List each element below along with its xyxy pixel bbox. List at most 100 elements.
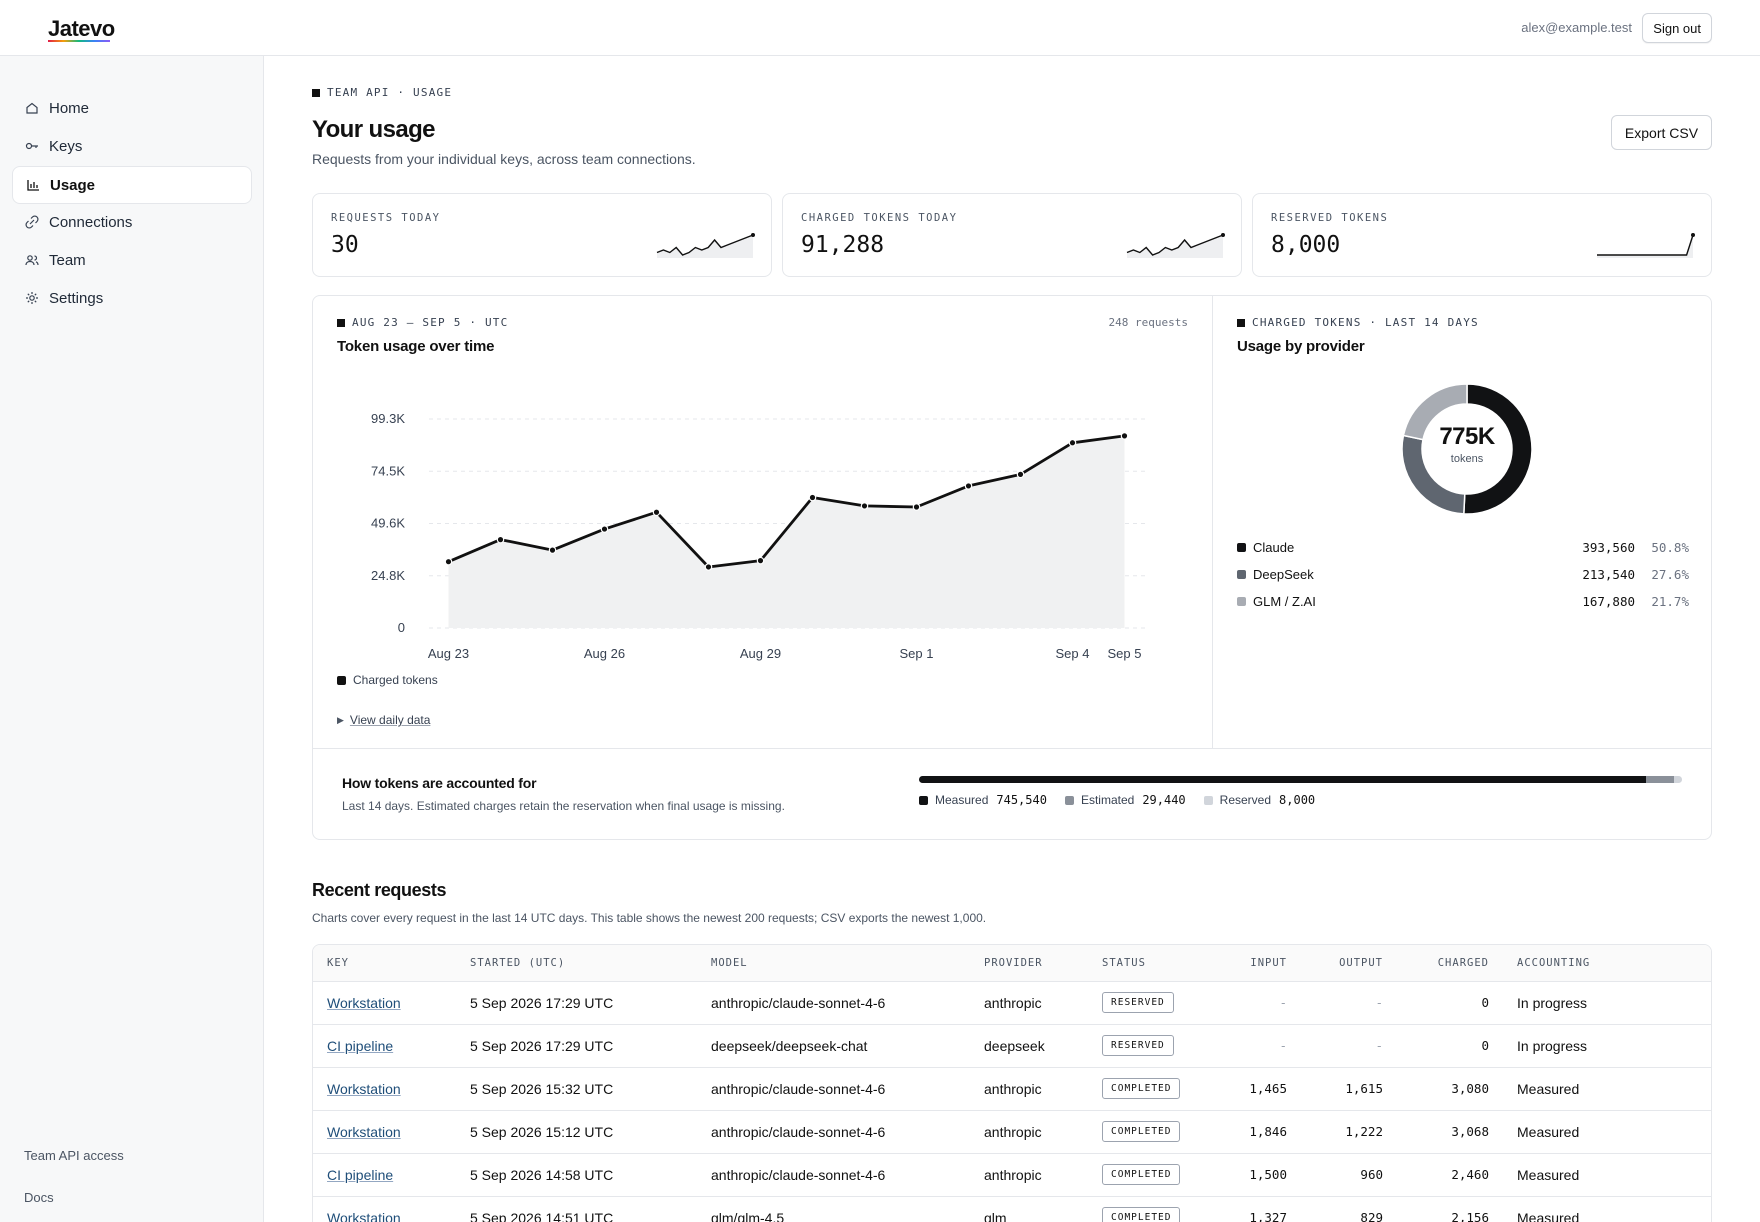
top-bar: Jatevo alex@example.test Sign out — [0, 0, 1760, 56]
square-icon — [337, 318, 345, 327]
export-csv-button[interactable]: Export CSV — [1611, 115, 1712, 150]
table-row[interactable]: Workstation 5 Sep 2026 15:32 UTC anthropic… — [313, 1067, 1711, 1111]
sidebar-item-connections[interactable]: Connections — [12, 204, 252, 240]
data-point[interactable] — [704, 563, 713, 571]
sparkline-line — [1597, 234, 1694, 256]
key-link[interactable]: Workstation — [327, 994, 401, 1011]
stat-value: 91,288 — [801, 232, 885, 258]
recent-requests-subtitle: Charts cover every request in the last 1… — [312, 911, 987, 925]
key-link[interactable]: Workstation — [327, 1209, 401, 1222]
accounting-legend-item: Reserved 8,000 — [1203, 793, 1315, 807]
chart-legend: Charged tokens — [337, 673, 438, 687]
column-header[interactable]: KEY — [313, 945, 456, 982]
data-point[interactable] — [860, 502, 869, 510]
sidebar-item-label: Keys — [49, 137, 83, 155]
provider-tokens: 167,880 — [1582, 594, 1635, 609]
accounting-legend-item: Measured 745,540 — [919, 793, 1047, 807]
token-usage-line-chart[interactable]: 0 24.8K 49.6K 74.5K 99.3K Aug 23 Aug 26 Aug 29 S… — [313, 376, 1213, 676]
table-row[interactable]: Workstation 5 Sep 2026 14:51 UTC glm/glm-4… — [313, 1196, 1711, 1222]
sidebar-item-team[interactable]: Team — [12, 242, 252, 278]
y-tick-label: 99.3K — [371, 411, 405, 426]
page-eyebrow-text: TEAM API · USAGE — [327, 86, 453, 99]
table-body: Workstation 5 Sep 2026 17:29 UTC anthropic… — [313, 981, 1711, 1222]
key-link[interactable]: CI pipeline — [327, 1166, 394, 1183]
sidebar-item-keys[interactable]: Keys — [12, 128, 252, 164]
column-header[interactable]: STATUS — [1088, 945, 1213, 982]
provider-tokens: 213,540 — [1582, 567, 1635, 582]
x-tick-label: Sep 1 — [900, 646, 934, 661]
cell-charged: 0 — [1397, 981, 1503, 1025]
cell-provider: glm — [970, 1196, 1088, 1222]
cell-model: deepseek/deepseek-chat — [697, 1024, 970, 1068]
logo-underline — [48, 40, 110, 42]
column-header[interactable]: MODEL — [697, 945, 970, 982]
key-link[interactable]: Workstation — [327, 1080, 401, 1097]
team-api-access-link[interactable]: Team API access — [24, 1148, 124, 1163]
bar-chart-icon — [27, 180, 39, 191]
cell-accounting: Measured — [1503, 1153, 1711, 1197]
cell-status: RESERVED — [1088, 981, 1213, 1025]
cell-started: 5 Sep 2026 14:51 UTC — [456, 1196, 697, 1222]
accounting-bar-segment — [1674, 776, 1682, 783]
table-row[interactable]: Workstation 5 Sep 2026 17:29 UTC anthropic… — [313, 981, 1711, 1025]
requests-table-wrapper: KEY STARTED (UTC) MODEL PROVIDER STATUS INPUT… — [312, 944, 1712, 1222]
provider-percent: 21.7% — [1651, 594, 1689, 609]
column-header[interactable]: ACCOUNTING — [1503, 945, 1711, 982]
column-header[interactable]: CHARGED — [1397, 945, 1503, 982]
sidebar-item-label: Connections — [49, 213, 133, 231]
sparkline-line — [656, 234, 754, 256]
data-point[interactable] — [496, 535, 505, 544]
sign-out-button[interactable]: Sign out — [1642, 13, 1712, 43]
donut-slice[interactable] — [1463, 383, 1533, 515]
cell-charged: 2,156 — [1397, 1196, 1503, 1222]
column-header[interactable]: PROVIDER — [970, 945, 1088, 982]
x-tick-label: Aug 23 — [428, 646, 469, 661]
legend-label: Measured — [935, 793, 989, 807]
data-point[interactable] — [1120, 432, 1129, 440]
provider-swatch — [1237, 597, 1246, 606]
app-logo[interactable]: Jatevo — [48, 16, 115, 41]
cell-provider: anthropic — [970, 1110, 1088, 1154]
sidebar-item-label: Home — [49, 99, 90, 117]
triangle-right-icon: ▶ — [337, 714, 344, 725]
series-line-charged-tokens — [447, 434, 1125, 569]
status-badge: COMPLETED — [1102, 1121, 1181, 1142]
column-header[interactable]: STARTED (UTC) — [456, 945, 697, 982]
view-daily-data-label[interactable]: View daily data — [349, 713, 431, 727]
column-header[interactable]: INPUT — [1213, 945, 1301, 982]
cell-output: - — [1301, 1024, 1397, 1068]
data-point[interactable] — [600, 525, 609, 533]
table-row[interactable]: CI pipeline 5 Sep 2026 14:58 UTC anthropic… — [313, 1153, 1711, 1197]
y-tick-label: 74.5K — [371, 463, 405, 478]
key-link[interactable]: CI pipeline — [327, 1037, 394, 1054]
view-daily-data-toggle[interactable]: ▶ View daily data — [337, 713, 430, 727]
y-tick-label: 49.6K — [371, 516, 405, 531]
data-point[interactable] — [756, 556, 765, 565]
data-point[interactable] — [652, 508, 661, 517]
data-point[interactable] — [964, 482, 973, 490]
provider-donut-chart[interactable] — [1397, 379, 1537, 519]
sidebar-item-label: Team — [49, 251, 86, 269]
donut-slice[interactable] — [1402, 383, 1468, 441]
data-point[interactable] — [912, 503, 921, 511]
sidebar-item-settings[interactable]: Settings — [12, 280, 252, 316]
table-row[interactable]: Workstation 5 Sep 2026 15:12 UTC anthropic… — [313, 1110, 1711, 1154]
status-badge: COMPLETED — [1102, 1164, 1181, 1185]
data-point[interactable] — [808, 493, 817, 502]
table-row[interactable]: CI pipeline 5 Sep 2026 17:29 UTC deepseek/… — [313, 1024, 1711, 1068]
cell-status: COMPLETED — [1088, 1153, 1213, 1197]
sidebar-item-usage[interactable]: Usage — [12, 166, 252, 204]
data-point[interactable] — [444, 557, 453, 566]
cell-accounting: In progress — [1503, 981, 1711, 1025]
data-point[interactable] — [1068, 438, 1077, 447]
data-point[interactable] — [1016, 470, 1025, 479]
key-link[interactable]: Workstation — [327, 1123, 401, 1140]
data-point[interactable] — [548, 546, 557, 554]
docs-link[interactable]: Docs — [24, 1190, 54, 1205]
provider-eyebrow: CHARGED TOKENS · LAST 14 DAYS — [1237, 316, 1479, 329]
provider-eyebrow-text: CHARGED TOKENS · LAST 14 DAYS — [1252, 316, 1479, 329]
user-email: alex@example.test — [1521, 20, 1632, 35]
sidebar-item-home[interactable]: Home — [12, 90, 252, 126]
column-header[interactable]: OUTPUT — [1301, 945, 1397, 982]
cell-accounting: Measured — [1503, 1196, 1711, 1222]
